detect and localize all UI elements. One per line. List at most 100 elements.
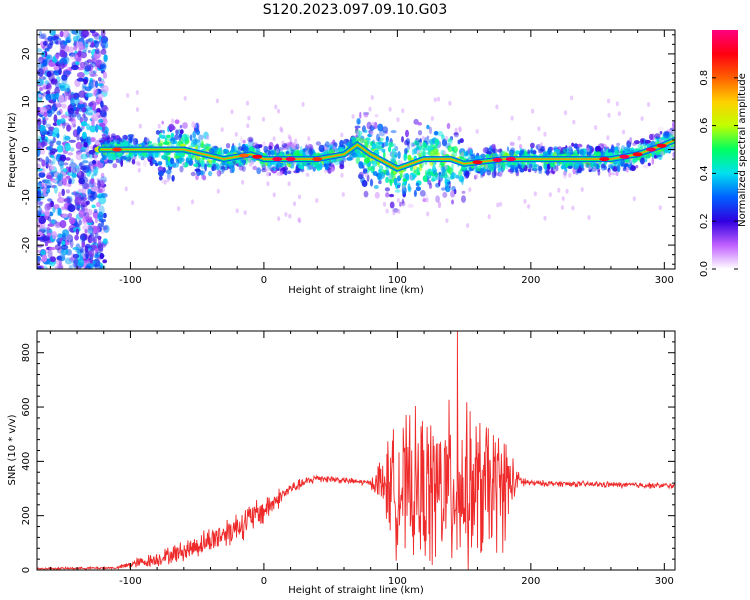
noise-cell: [81, 239, 86, 248]
halo-cell: [518, 144, 523, 150]
noise-cell: [62, 229, 70, 237]
noise-cell: [40, 227, 48, 232]
noise-cell: [79, 61, 86, 68]
noise-cell: [63, 202, 69, 209]
halo-cell: [375, 133, 380, 142]
hot-spot: [599, 157, 610, 162]
halo-cell: [160, 154, 166, 160]
faint-cell: [628, 137, 632, 143]
noise-cell: [83, 142, 88, 148]
halo-cell: [174, 155, 180, 159]
noise-cell: [53, 114, 58, 123]
noise-cell: [96, 83, 104, 87]
noise-cell: [59, 220, 67, 229]
faint-cell: [246, 123, 250, 129]
halo-cell: [415, 182, 420, 187]
halo-cell: [323, 160, 330, 164]
halo-cell: [644, 139, 648, 145]
noise-cell: [83, 196, 88, 200]
halo-cell: [429, 149, 436, 157]
noise-cell: [97, 77, 102, 82]
halo-cell: [313, 161, 320, 166]
halo-cell: [116, 140, 121, 145]
halo-cell: [367, 166, 372, 171]
halo-cell: [428, 126, 433, 135]
hot-spot: [312, 157, 323, 162]
halo-cell: [359, 136, 365, 144]
noise-cell: [45, 156, 50, 165]
faint-cell: [340, 132, 344, 138]
halo-cell: [127, 134, 134, 138]
faint-cell: [580, 187, 584, 192]
faint-cell: [371, 121, 375, 127]
noise-cell: [95, 112, 100, 116]
noise-cell: [44, 210, 51, 217]
noise-cell: [61, 144, 67, 153]
noise-cell: [76, 258, 85, 267]
noise-cell: [65, 189, 70, 194]
halo-cell: [379, 165, 384, 171]
x-tick-label: 200: [521, 275, 540, 286]
noise-cell: [53, 66, 60, 71]
noise-cell: [37, 141, 42, 149]
noise-cell: [89, 235, 97, 244]
noise-cell: [89, 125, 97, 133]
noise-cell: [100, 172, 105, 178]
noise-cell: [42, 83, 47, 90]
halo-cell: [356, 118, 361, 125]
noise-cell: [40, 249, 46, 256]
faint-cell: [565, 188, 569, 194]
noise-cell: [84, 86, 92, 92]
x-tick-label: 100: [388, 576, 407, 587]
halo-cell: [286, 142, 291, 150]
noise-cell: [68, 52, 76, 57]
halo-cell: [575, 169, 579, 175]
hot-spot: [252, 154, 263, 159]
faint-cell: [392, 210, 396, 216]
noise-cell: [78, 219, 82, 226]
noise-cell: [100, 49, 107, 55]
halo-cell: [616, 142, 620, 146]
halo-cell: [394, 151, 398, 158]
x-tick-label: 0: [261, 275, 267, 286]
noise-cell: [97, 188, 103, 193]
halo-cell: [410, 142, 414, 148]
noise-cell: [59, 160, 65, 168]
y-tick-label: 10: [21, 95, 32, 108]
halo-cell: [155, 130, 160, 135]
halo-cell: [147, 155, 153, 162]
halo-cell: [357, 173, 364, 180]
halo-cell: [459, 138, 464, 144]
noise-cell: [49, 140, 54, 147]
noise-cell: [69, 147, 75, 152]
halo-cell: [365, 141, 369, 149]
halo-cell: [399, 201, 402, 207]
halo-cell: [545, 169, 550, 176]
noise-cell: [91, 186, 99, 192]
noise-cell: [61, 74, 68, 81]
faint-cell: [288, 213, 292, 219]
halo-cell: [419, 190, 426, 197]
noise-cell: [90, 136, 96, 143]
halo-cell: [470, 154, 476, 160]
halo-cell: [670, 129, 674, 138]
halo-cell: [182, 122, 188, 129]
halo-cell: [428, 180, 432, 186]
noise-cell: [100, 100, 104, 108]
halo-cell: [622, 167, 627, 172]
halo-cell: [433, 144, 438, 149]
faint-cell: [193, 123, 197, 129]
halo-cell: [269, 167, 274, 172]
colorbar-gradient: [712, 30, 738, 269]
noise-cell: [63, 197, 72, 204]
halo-cell: [248, 137, 253, 143]
noise-cell: [94, 253, 99, 259]
halo-cell: [397, 159, 401, 165]
halo-cell: [573, 143, 579, 149]
halo-cell: [213, 150, 218, 155]
noise-cell: [86, 208, 93, 216]
halo-cell: [555, 164, 559, 172]
halo-cell: [465, 170, 470, 179]
halo-cell: [625, 166, 629, 173]
halo-cell: [286, 145, 293, 154]
